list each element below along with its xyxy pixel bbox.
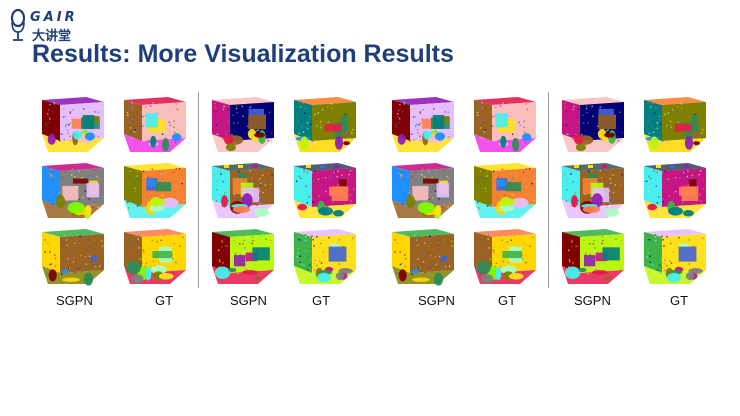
point-cloud-room-r1-c1 (34, 94, 110, 156)
logo-text-lecture-hall: 大讲堂 (32, 29, 72, 44)
point-cloud-room-r3-c2 (116, 226, 192, 288)
caption-sgpn-1: SGPN (56, 293, 93, 308)
point-cloud-room-r1-c2 (116, 94, 192, 156)
point-cloud-room-r2-c3 (554, 160, 630, 222)
point-cloud-room-r2-c4 (636, 160, 712, 222)
caption-gt-3: GT (498, 293, 517, 308)
caption-sgpn-2: SGPN (230, 293, 267, 308)
point-cloud-room-r2-c2 (466, 160, 542, 222)
gair-logo: GAIR 大讲堂 (10, 6, 90, 46)
point-cloud-room-r3-c1 (384, 226, 460, 288)
point-cloud-room-r2-c1 (34, 160, 110, 222)
point-cloud-room-r2-c1 (384, 160, 460, 222)
slide-title: Results: More Visualization Results (32, 40, 454, 68)
figure-divider (548, 92, 549, 288)
point-cloud-room-r3-c3 (204, 226, 280, 288)
microphone-logo-icon (10, 8, 26, 41)
results-figure-right (384, 92, 714, 288)
point-cloud-room-r2-c3 (204, 160, 280, 222)
caption-sgpn-3: SGPN (418, 293, 455, 308)
point-cloud-room-r3-c2 (466, 226, 542, 288)
point-cloud-room-r2-c4 (286, 160, 362, 222)
caption-sgpn-4: SGPN (574, 293, 611, 308)
results-figure-left (34, 92, 364, 288)
caption-gt-2: GT (312, 293, 331, 308)
point-cloud-room-r3-c1 (34, 226, 110, 288)
figure-divider (198, 92, 199, 288)
caption-gt-4: GT (670, 293, 689, 308)
logo-text-gair: GAIR (30, 10, 78, 25)
point-cloud-room-r3-c4 (286, 226, 362, 288)
point-cloud-room-r1-c3 (554, 94, 630, 156)
point-cloud-room-r1-c4 (636, 94, 712, 156)
point-cloud-room-r3-c3 (554, 226, 630, 288)
point-cloud-room-r2-c2 (116, 160, 192, 222)
point-cloud-room-r1-c3 (204, 94, 280, 156)
point-cloud-room-r1-c4 (286, 94, 362, 156)
caption-gt-1: GT (155, 293, 174, 308)
point-cloud-room-r1-c1 (384, 94, 460, 156)
point-cloud-room-r3-c4 (636, 226, 712, 288)
point-cloud-room-r1-c2 (466, 94, 542, 156)
